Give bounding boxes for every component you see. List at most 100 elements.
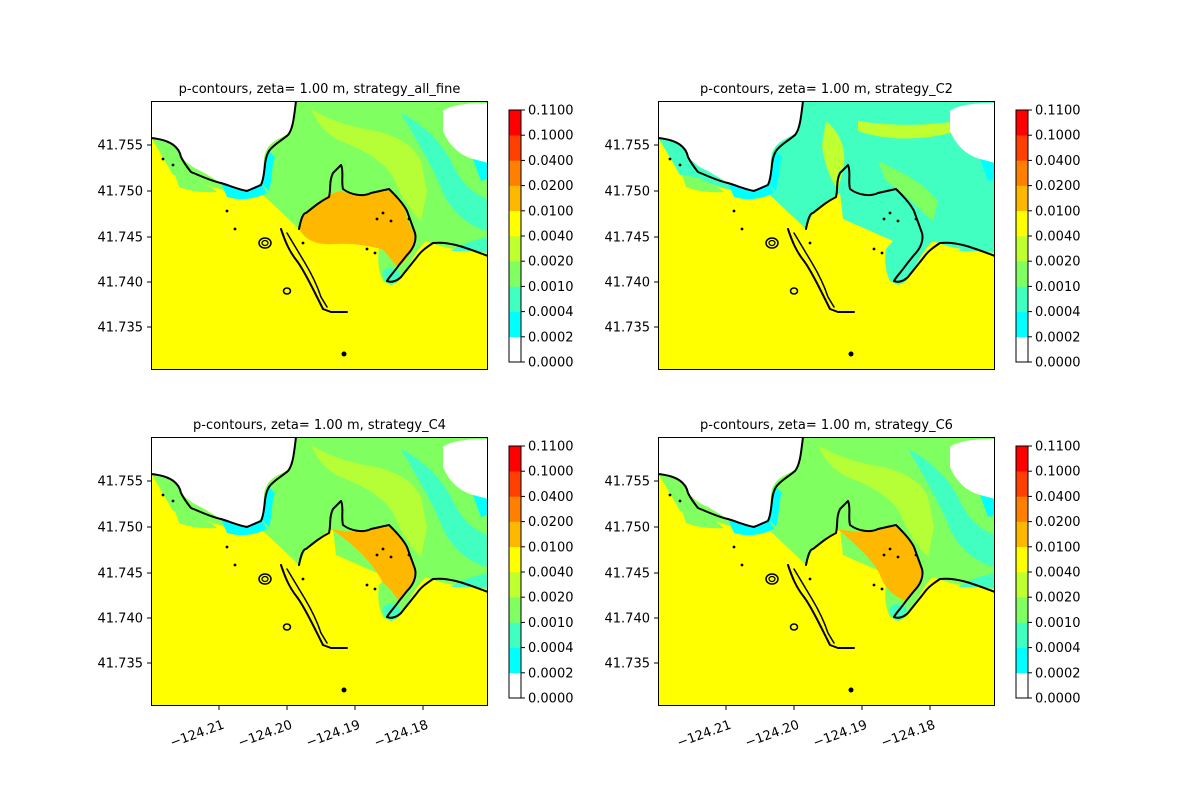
lagoon-band	[311, 109, 427, 221]
colorbar-tick-label: 0.1000	[1035, 465, 1081, 480]
colorbar-swatch	[509, 572, 521, 598]
map-panel: p-contours, zeta= 1.00 m, strategy_all_f…	[98, 82, 574, 371]
colorbar-swatch	[1016, 446, 1028, 472]
colorbar-swatch	[1016, 286, 1028, 312]
island-contour	[765, 573, 779, 585]
colorbar-swatch	[509, 446, 521, 472]
panel-title: p-contours, zeta= 1.00 m, strategy_C2	[700, 82, 953, 97]
ytick-label: 41.750	[98, 185, 144, 200]
rock-dot	[171, 499, 175, 503]
rock-dot	[161, 157, 165, 161]
land-mask	[658, 437, 803, 526]
ytick-label: 41.755	[605, 475, 651, 490]
colorbar-tick-label: 0.0100	[1035, 540, 1081, 555]
rock-dot	[233, 227, 237, 231]
ytick-label: 41.740	[98, 612, 144, 627]
colorbar-tick-label: 0.0020	[1035, 591, 1081, 606]
colorbar-tick-label: 0.0400	[528, 154, 574, 169]
rock-dot	[732, 545, 736, 549]
ytick-label: 41.755	[605, 139, 651, 154]
colorbar-swatch	[509, 496, 521, 522]
colorbar-tick-label: 0.0400	[1035, 490, 1081, 505]
cyan-edge	[768, 151, 782, 191]
rock-dot	[808, 577, 812, 581]
island-contour	[765, 237, 779, 249]
colorbar-tick-label: 0.0100	[1035, 204, 1081, 219]
shoal-field	[682, 511, 724, 529]
rock-dot	[880, 587, 884, 591]
colorbar-swatch	[1016, 546, 1028, 573]
island-contour	[768, 575, 776, 583]
lagoon-band	[818, 445, 934, 557]
axes-frame	[658, 437, 995, 706]
map-panel: p-contours, zeta= 1.00 m, strategy_C4 41.…	[98, 418, 574, 751]
colorbar-swatch	[509, 185, 521, 212]
colorbar-swatch	[1016, 572, 1028, 598]
ytick-label: 41.735	[605, 321, 651, 336]
island-contour	[789, 287, 799, 295]
nodata-patch	[950, 439, 995, 499]
colorbar-swatch	[1016, 471, 1028, 497]
cyan-edge	[473, 159, 488, 181]
harbor-outline	[805, 500, 995, 619]
rock-dot	[225, 209, 229, 213]
colorbar-swatch	[1016, 236, 1028, 262]
rock-dot	[872, 247, 876, 251]
rock-dot	[848, 687, 854, 693]
coastline	[151, 437, 297, 528]
colorbar-swatch	[509, 521, 521, 548]
rock-dot	[740, 227, 744, 231]
breakwater-line	[280, 228, 348, 313]
ytick-label: 41.755	[98, 475, 144, 490]
rock-dot	[341, 687, 347, 693]
colorbar-tick-label: 0.0200	[528, 515, 574, 530]
colorbar-swatch	[1016, 336, 1028, 363]
lagoon-edge	[958, 573, 995, 589]
island-contour	[258, 573, 272, 585]
rock-dot	[872, 583, 876, 587]
rock-dot	[407, 217, 411, 221]
rock-dot	[301, 577, 305, 581]
lagoon-band	[401, 449, 488, 567]
colorbar-tick-label: 0.0004	[1035, 641, 1081, 656]
colorbar-swatch	[1016, 185, 1028, 212]
colorbar-tick-label: 0.0000	[528, 692, 574, 707]
colorbar-tick-label: 0.1100	[1035, 440, 1081, 455]
axes-frame	[151, 101, 488, 370]
colorbar-tick-label: 0.0000	[1035, 692, 1081, 707]
harbor-outline	[298, 164, 488, 283]
colorbar-swatch	[1016, 210, 1028, 237]
island-contour	[282, 623, 292, 631]
rock-dot	[880, 251, 884, 255]
panel-title: p-contours, zeta= 1.00 m, strategy_C4	[193, 418, 446, 433]
island-contour	[789, 623, 799, 631]
cyan-edge	[261, 487, 275, 527]
colorbar-tick-label: 0.1100	[528, 440, 574, 455]
rock-dot	[732, 209, 736, 213]
harbor-field	[331, 525, 416, 601]
colorbar-swatch	[509, 647, 521, 674]
harbor-outline	[805, 164, 995, 283]
colorbar-swatch	[1016, 110, 1028, 136]
colorbar-tick-label: 0.1100	[528, 104, 574, 119]
ytick-label: 41.745	[605, 567, 651, 582]
colorbar-tick-label: 0.0020	[528, 591, 574, 606]
colorbar-tick-label: 0.0010	[1035, 616, 1081, 631]
ytick-label: 41.740	[98, 276, 144, 291]
ytick-label: 41.745	[98, 231, 144, 246]
colorbar-tick-label: 0.0000	[528, 356, 574, 371]
colorbar-swatch	[1016, 311, 1028, 338]
contour-field	[151, 101, 488, 370]
cyan-edge	[261, 151, 275, 191]
breakwater-line	[286, 232, 328, 308]
colorbar-tick-label: 0.0004	[528, 641, 574, 656]
rock-dot	[341, 351, 347, 357]
breakwater-line	[286, 568, 328, 644]
rock-dot	[740, 563, 744, 567]
rock-dot	[389, 555, 393, 559]
shoal-field	[175, 511, 217, 529]
panel-title: p-contours, zeta= 1.00 m, strategy_all_f…	[179, 82, 461, 97]
rock-dot	[668, 157, 672, 161]
rock-dot	[381, 547, 385, 551]
lagoon-edge	[958, 237, 995, 253]
